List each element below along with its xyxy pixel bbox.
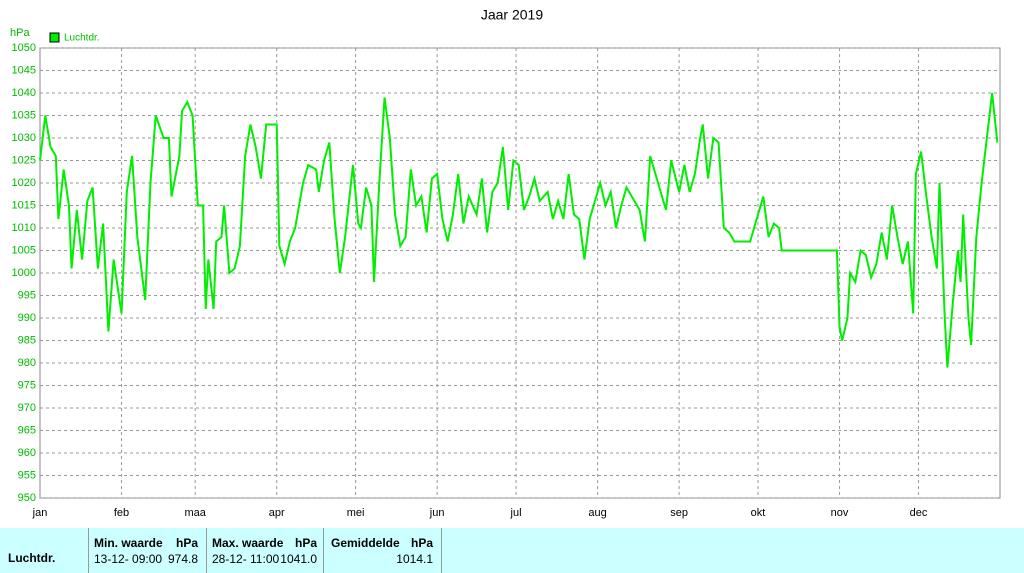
avg-cell: Gemiddelde hPa 1014.1 [324, 528, 442, 573]
x-tick-label: apr [269, 507, 285, 519]
y-tick-label: 1030 [12, 132, 36, 144]
y-tick-label: 1015 [12, 199, 36, 211]
y-tick-label: 1005 [12, 244, 36, 256]
chart-title: Jaar 2019 [481, 7, 543, 23]
data-line [39, 92, 999, 368]
x-tick-label: mei [347, 507, 365, 519]
header: hPa [294, 536, 317, 550]
y-tick-label: 1040 [12, 87, 36, 99]
y-tick-label: 1025 [12, 154, 36, 166]
y-tick-label: 990 [18, 312, 36, 324]
max-cell: Max. waarde hPa 28-12- 11:00 1041.0 [207, 528, 324, 573]
cell-text: 28-12- 11:00 [212, 552, 280, 566]
y-tick-label: 1045 [12, 64, 36, 76]
y-tick-label: 970 [18, 402, 36, 414]
y-tick-label: 965 [18, 424, 36, 436]
y-axis-label: hPa [10, 27, 30, 39]
x-tick-label: okt [751, 507, 766, 519]
cell-text: 974.8 [167, 552, 198, 566]
y-tick-label: 1020 [12, 177, 36, 189]
legend-label: Luchtdr. [64, 33, 100, 44]
row-label-cell: Luchtdr. [0, 528, 89, 573]
y-tick-label: 1035 [12, 109, 36, 121]
cell-text: 1014.1 [396, 552, 433, 566]
x-tick-label: sep [670, 507, 688, 519]
header: Min. waarde [94, 536, 163, 550]
x-tick-label: nov [831, 507, 849, 519]
header: hPa [410, 536, 433, 550]
x-tick-label: dec [910, 507, 928, 519]
chart: Jaar 2019 hPa Luchtdr. 950 955 960 965 970 97… [10, 7, 1001, 519]
header: Gemiddelde [331, 536, 400, 550]
y-tick-label: 975 [18, 379, 36, 391]
header: hPa [175, 536, 198, 550]
legend-swatch [49, 32, 60, 43]
y-tick-label: 950 [18, 492, 36, 504]
x-tick-label: jul [510, 507, 522, 519]
header: Max. waarde [212, 536, 284, 550]
row-label: Luchtdr. [8, 551, 56, 565]
y-tick-label: 995 [18, 289, 36, 301]
y-tick-label: 1010 [12, 222, 36, 234]
cell-text: 13-12- 09:00 [94, 552, 163, 566]
y-tick-label: 1050 [12, 42, 36, 54]
y-tick-label: 980 [18, 357, 36, 369]
x-tick-label: feb [114, 507, 129, 519]
min-cell: Min. waarde hPa 13-12- 09:00 974.8 [89, 528, 207, 573]
stats-table: Luchtdr. Min. waarde hPa 13-12- 09:00 97… [0, 528, 1024, 573]
y-tick-label: 960 [18, 447, 36, 459]
x-tick-label: aug [588, 507, 606, 519]
x-tick-label: jan [32, 507, 48, 519]
cell-text: 1041.0 [280, 552, 317, 566]
y-tick-label: 1000 [12, 267, 36, 279]
y-tick-label: 985 [18, 334, 36, 346]
x-tick-label: maa [184, 507, 206, 519]
x-tick-label: jun [429, 507, 445, 519]
y-tick-label: 955 [18, 469, 36, 481]
